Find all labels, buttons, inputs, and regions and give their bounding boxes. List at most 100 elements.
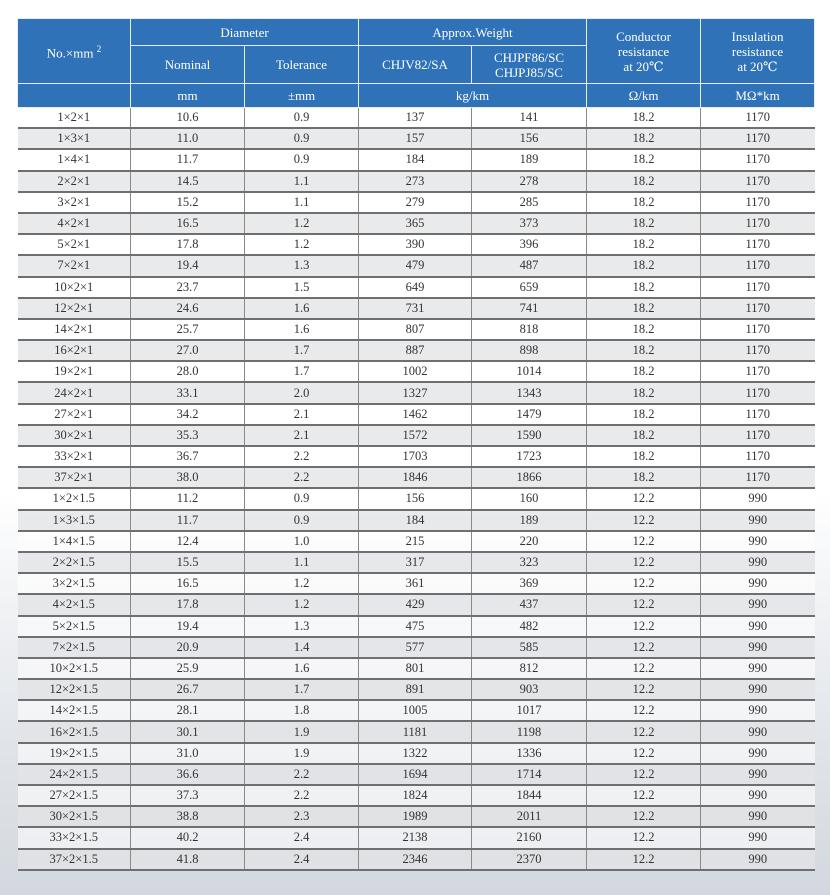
cell-insulation-resistance: 990	[700, 742, 815, 765]
cell-conductor-resistance: 18.2	[586, 297, 702, 320]
cell-weight-a: 390	[358, 234, 472, 257]
cell-nominal: 12.4	[130, 530, 245, 553]
cell-tolerance: 1.6	[244, 657, 359, 681]
cell-insulation-resistance: 1170	[700, 318, 815, 342]
cell-weight-a: 361	[358, 573, 472, 596]
cell-conductor-resistance: 12.2	[586, 679, 702, 702]
cell-tolerance: 1.8	[244, 700, 359, 723]
cell-insulation-resistance: 1170	[700, 424, 815, 448]
cell-weight-a: 807	[358, 318, 472, 342]
cell-conductor-resistance: 18.2	[586, 446, 702, 469]
cell-insulation-resistance: 990	[700, 594, 815, 617]
cell-conductor-resistance: 18.2	[586, 255, 702, 278]
cell-weight-b: 373	[470, 212, 588, 236]
cell-tolerance: 2.1	[244, 424, 359, 448]
cell-size: 24×2×1.5	[17, 763, 131, 787]
cell-weight-a: 156	[358, 488, 472, 511]
cell-size: 1×3×1.5	[17, 509, 131, 532]
cell-weight-a: 2346	[358, 848, 472, 871]
table-row: 2×2×1 14.5 1.1 273 278 18.2 1170	[17, 170, 815, 193]
table-row: 24×2×1.5 36.6 2.2 1694 1714 12.2 990	[17, 763, 815, 787]
cell-conductor-resistance: 12.2	[586, 594, 702, 617]
header-insulation-line2: resistance	[731, 43, 784, 59]
table-body: 1×2×1 10.6 0.9 137 141 18.2 1170 1×3×1 11.0 0.9 15…	[17, 107, 815, 871]
cell-weight-b: 482	[470, 615, 588, 638]
header-conductor-line3: at 20℃	[623, 58, 664, 74]
table-row: 12×2×1.5 26.7 1.7 891 903 12.2 990	[17, 679, 815, 702]
table-row: 2×2×1.5 15.5 1.1 317 323 12.2 990	[17, 551, 815, 575]
cell-tolerance: 1.5	[244, 276, 359, 299]
cell-size: 16×2×1.5	[17, 721, 131, 744]
cell-conductor-resistance: 12.2	[586, 615, 702, 638]
cell-weight-b: 1479	[470, 403, 588, 426]
cell-weight-a: 1694	[358, 763, 472, 787]
cell-weight-a: 184	[358, 149, 472, 172]
cell-weight-a: 649	[358, 276, 472, 299]
cell-tolerance: 1.6	[244, 318, 359, 342]
cell-nominal: 25.7	[130, 318, 245, 342]
cell-conductor-resistance: 12.2	[586, 827, 702, 850]
cell-conductor-resistance: 18.2	[586, 467, 702, 490]
cell-size: 4×2×1	[17, 212, 131, 236]
cell-insulation-resistance: 1170	[700, 382, 815, 405]
cell-insulation-resistance: 990	[700, 763, 815, 787]
cell-nominal: 38.0	[130, 467, 245, 490]
cell-weight-b: 396	[470, 234, 588, 257]
table-header: No.×mm 2 Diameter Approx.Weight Conducto…	[17, 18, 816, 108]
cell-size: 27×2×1.5	[17, 785, 131, 808]
table-row: 12×2×1 24.6 1.6 731 741 18.2 1170	[17, 297, 815, 320]
table-row: 1×2×1.5 11.2 0.9 156 160 12.2 990	[17, 488, 815, 511]
header-conductor-resistance: Conductor resistance at 20℃	[586, 18, 702, 84]
cell-insulation-resistance: 1170	[700, 128, 815, 151]
cell-conductor-resistance: 12.2	[586, 573, 702, 596]
header-weight-b-line2: CHJPJ85/SC	[495, 64, 563, 80]
cell-tolerance: 1.7	[244, 361, 359, 384]
cell-tolerance: 2.2	[244, 785, 359, 808]
cell-insulation-resistance: 990	[700, 509, 815, 532]
cell-tolerance: 1.1	[244, 551, 359, 575]
table-row: 30×2×1.5 38.8 2.3 1989 2011 12.2 990	[17, 806, 815, 829]
cell-weight-a: 577	[358, 636, 472, 659]
cell-nominal: 23.7	[130, 276, 245, 299]
cell-insulation-resistance: 1170	[700, 255, 815, 278]
cell-size: 2×2×1.5	[17, 551, 131, 575]
cell-weight-b: 818	[470, 318, 588, 342]
table-row: 1×4×1.5 12.4 1.0 215 220 12.2 990	[17, 530, 815, 553]
cell-conductor-resistance: 12.2	[586, 657, 702, 681]
cell-weight-b: 278	[470, 170, 588, 193]
cell-conductor-resistance: 12.2	[586, 509, 702, 532]
cell-insulation-resistance: 1170	[700, 107, 815, 130]
cell-weight-a: 1824	[358, 785, 472, 808]
cell-weight-b: 437	[470, 594, 588, 617]
cell-insulation-resistance: 1170	[700, 467, 815, 490]
table-row: 37×2×1.5 41.8 2.4 2346 2370 12.2 990	[17, 848, 815, 871]
cell-size: 5×2×1.5	[17, 615, 131, 638]
table-row: 1×3×1.5 11.7 0.9 184 189 12.2 990	[17, 509, 815, 532]
cell-tolerance: 0.9	[244, 149, 359, 172]
cell-tolerance: 1.2	[244, 573, 359, 596]
cell-conductor-resistance: 12.2	[586, 636, 702, 659]
cell-weight-b: 903	[470, 679, 588, 702]
cell-tolerance: 0.9	[244, 488, 359, 511]
cell-tolerance: 2.1	[244, 403, 359, 426]
table-row: 1×3×1 11.0 0.9 157 156 18.2 1170	[17, 128, 815, 151]
cell-tolerance: 1.2	[244, 594, 359, 617]
cell-size: 10×2×1.5	[17, 657, 131, 681]
cell-conductor-resistance: 18.2	[586, 212, 702, 236]
cell-weight-b: 2011	[470, 806, 588, 829]
table-row: 14×2×1.5 28.1 1.8 1005 1017 12.2 990	[17, 700, 815, 723]
cell-insulation-resistance: 990	[700, 636, 815, 659]
cell-nominal: 17.8	[130, 234, 245, 257]
cell-size: 3×2×1.5	[17, 573, 131, 596]
header-weight-a: CHJV82/SA	[358, 45, 472, 84]
cell-nominal: 40.2	[130, 827, 245, 850]
cell-size: 37×2×1.5	[17, 848, 131, 871]
cell-weight-b: 487	[470, 255, 588, 278]
cell-tolerance: 2.2	[244, 763, 359, 787]
cell-insulation-resistance: 990	[700, 615, 815, 638]
cell-weight-a: 801	[358, 657, 472, 681]
cell-weight-b: 1866	[470, 467, 588, 490]
cell-insulation-resistance: 990	[700, 551, 815, 575]
cell-conductor-resistance: 18.2	[586, 382, 702, 405]
cell-conductor-resistance: 12.2	[586, 763, 702, 787]
